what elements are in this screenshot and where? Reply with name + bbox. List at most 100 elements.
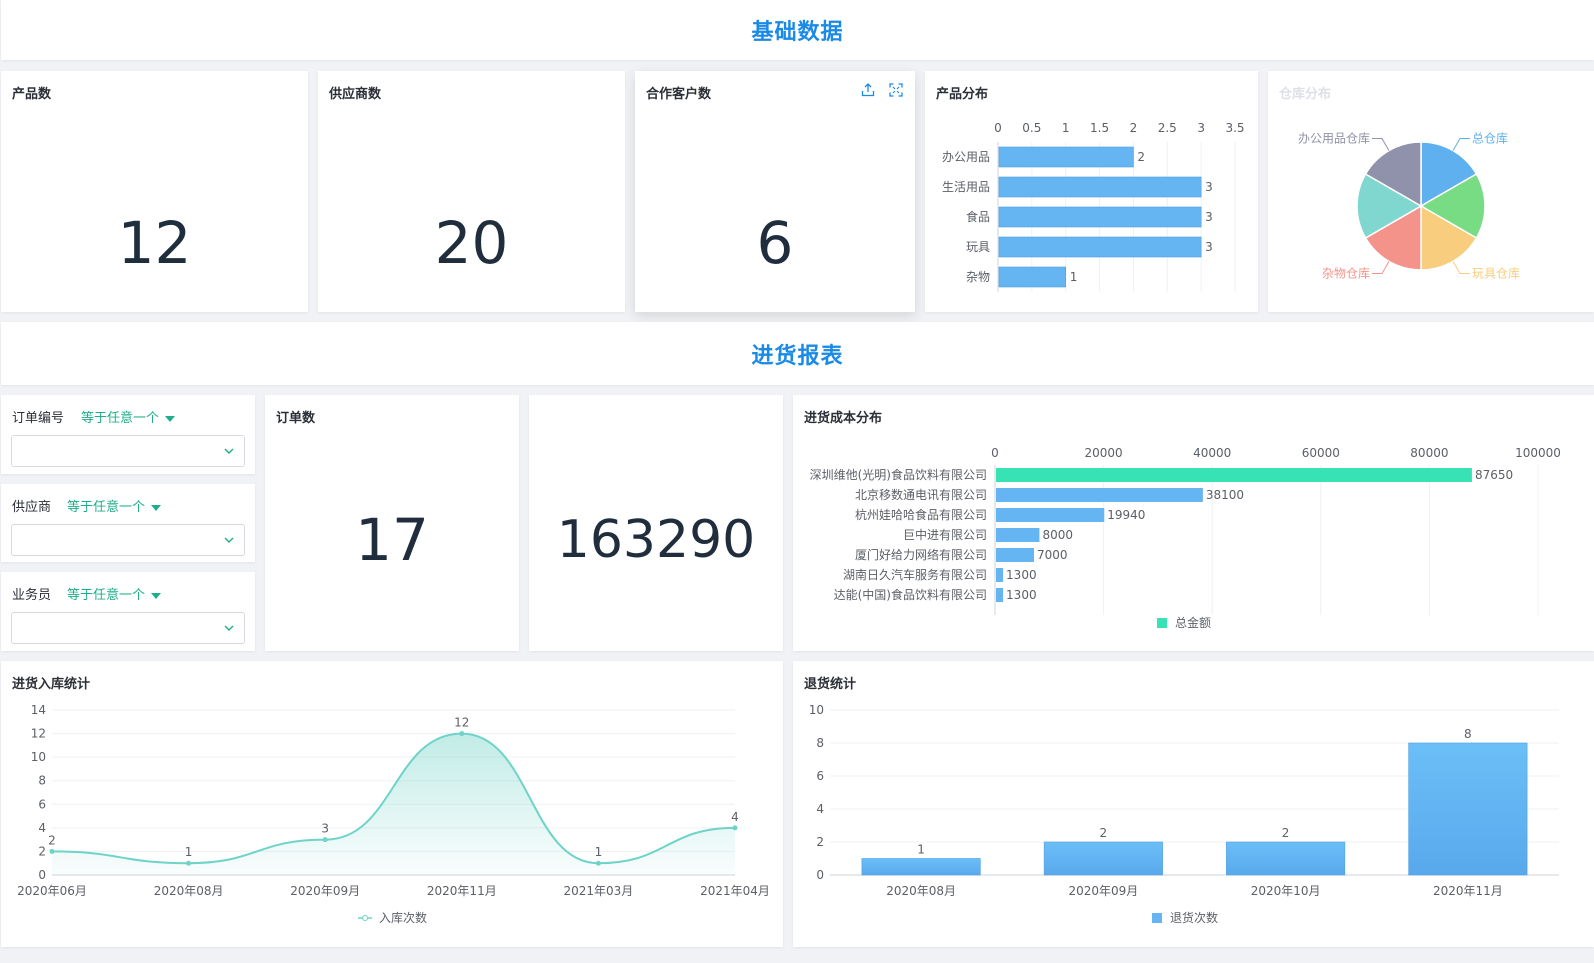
data-label: 8000 <box>1042 528 1073 542</box>
legend-label: 入库次数 <box>379 910 427 925</box>
data-label: 87650 <box>1475 468 1513 482</box>
x-tick-label: 2 <box>1130 121 1138 135</box>
pie-label: 玩具仓库 <box>1472 266 1520 281</box>
y-tick-label: 办公用品 <box>942 149 990 164</box>
filter-select[interactable] <box>11 524 245 556</box>
filter-select[interactable] <box>11 612 245 644</box>
legend-swatch <box>1152 913 1162 923</box>
bar <box>996 508 1105 522</box>
data-label: 1300 <box>1006 568 1037 582</box>
data-label: 8 <box>1464 727 1472 741</box>
filter-supplier: 供应商 等于任意一个 <box>1 484 255 562</box>
x-tick-label: 2020年10月 <box>1251 884 1321 898</box>
kpi-card-customers: 合作客户数 6 <box>635 71 915 312</box>
filter-operator-label: 等于任意一个 <box>67 500 146 515</box>
chart-title: 进货入库统计 <box>12 677 91 692</box>
bar <box>996 588 1004 602</box>
y-tick-label: 食品 <box>966 209 990 224</box>
chart-title: 进货成本分布 <box>804 411 883 426</box>
bar <box>996 548 1035 562</box>
filter-salesperson: 业务员 等于任意一个 <box>1 572 255 651</box>
bar <box>861 858 981 876</box>
x-tick-label: 2020年09月 <box>290 884 360 898</box>
kpi-title: 订单数 <box>276 411 316 426</box>
legend-label: 退货次数 <box>1170 910 1218 925</box>
section-header-purchase: 进货报表 <box>1 322 1594 385</box>
chevron-down-icon <box>224 448 234 454</box>
kpi-value: 163290 <box>556 510 756 570</box>
data-point <box>186 860 192 866</box>
kpi-title: 合作客户数 <box>646 87 712 102</box>
y-tick-label: 10 <box>31 750 46 764</box>
returns-statistics-chart: 0 2 4 6 8 10 1 2020年08月 2 2020年09月 2 2020年10月 8 2020年… <box>809 703 1559 925</box>
product-distribution-chart: 0 0.5 1 1.5 2 2.5 3 3.5 办公用品 2 生活用品 3 食品 3 玩具 3 杂物 1 <box>942 121 1245 292</box>
bar <box>1408 742 1528 876</box>
data-label: 1 <box>917 843 925 857</box>
data-label: 3 <box>1205 240 1213 254</box>
chart-card-inbound: 进货入库统计 0 2 4 6 8 10 12 14 2 2020年06月 1 2020年08月 3 202… <box>1 661 783 947</box>
bar <box>998 266 1067 288</box>
x-tick-label: 2020年08月 <box>886 884 956 898</box>
y-tick-label: 巨中进有限公司 <box>903 527 987 542</box>
filter-operator[interactable]: 等于任意一个 <box>67 496 162 515</box>
x-tick-label: 0.5 <box>1022 121 1041 135</box>
data-label: 2 <box>1282 826 1290 840</box>
x-tick-label: 2020年11月 <box>427 884 497 898</box>
kpi-card-orders: 订单数 17 <box>265 395 519 651</box>
section-title-purchase: 进货报表 <box>751 343 844 369</box>
filter-operator[interactable]: 等于任意一个 <box>67 584 162 603</box>
x-tick-label: 2021年04月 <box>700 884 770 898</box>
kpi-card-suppliers: 供应商数 20 <box>318 71 625 312</box>
data-label: 1 <box>185 845 193 859</box>
pie-slice <box>1364 141 1422 208</box>
data-label: 2 <box>48 833 56 847</box>
x-tick-label: 40000 <box>1193 446 1231 460</box>
filter-operator-label: 等于任意一个 <box>81 411 160 426</box>
kpi-title: 供应商数 <box>329 87 382 102</box>
bar <box>998 206 1202 228</box>
x-tick-label: 2021年03月 <box>563 884 633 898</box>
pie-slice <box>1356 172 1423 240</box>
legend-marker <box>362 915 368 921</box>
legend-label: 总金额 <box>1175 615 1211 630</box>
card-toolbar <box>861 83 903 97</box>
kpi-value: 12 <box>117 209 192 277</box>
x-tick-label: 0 <box>994 121 1002 135</box>
kpi-card-products: 产品数 12 <box>1 71 308 312</box>
pie-label: 总仓库 <box>1472 130 1508 145</box>
y-tick-label: 0 <box>38 868 46 882</box>
upload-icon[interactable] <box>861 83 875 97</box>
y-tick-label: 10 <box>809 703 824 717</box>
y-tick-label: 4 <box>38 821 46 835</box>
filter-select[interactable] <box>11 435 245 467</box>
caret-down-icon <box>151 504 162 511</box>
y-tick-label: 0 <box>816 868 824 882</box>
x-tick-label: 3 <box>1197 121 1205 135</box>
data-point <box>322 837 328 843</box>
fullscreen-icon[interactable] <box>889 83 903 97</box>
kpi-title: 产品数 <box>12 87 52 102</box>
legend-swatch <box>1157 618 1167 628</box>
kpi-value: 17 <box>355 506 429 574</box>
chart-title: 产品分布 <box>936 87 989 102</box>
data-label: 19940 <box>1107 508 1145 522</box>
bar <box>996 568 1004 582</box>
data-label: 1300 <box>1006 588 1037 602</box>
chart-title: 退货统计 <box>804 677 857 692</box>
data-point <box>595 860 601 866</box>
y-tick-label: 玩具 <box>966 240 990 254</box>
y-tick-label: 杂物 <box>966 270 990 284</box>
y-tick-label: 2 <box>816 835 824 849</box>
data-label: 3 <box>321 822 329 836</box>
pie-slice <box>1420 141 1478 208</box>
data-label: 2 <box>1137 150 1145 164</box>
filter-operator[interactable]: 等于任意一个 <box>81 407 176 426</box>
data-label: 12 <box>454 716 469 730</box>
data-point <box>49 848 55 854</box>
bar <box>998 176 1202 198</box>
section-header-basic: 基础数据 <box>1 0 1594 60</box>
bar <box>996 488 1203 502</box>
bar <box>998 146 1134 168</box>
x-tick-label: 3.5 <box>1225 121 1244 135</box>
